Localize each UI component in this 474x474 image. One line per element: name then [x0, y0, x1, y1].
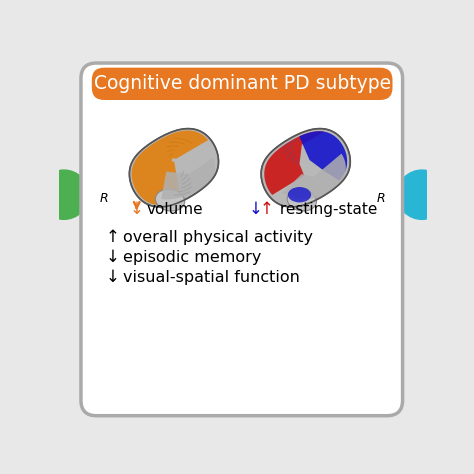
Polygon shape: [282, 154, 346, 199]
Text: R: R: [376, 192, 385, 205]
Ellipse shape: [288, 187, 311, 202]
Text: overall physical activity: overall physical activity: [123, 229, 313, 245]
Circle shape: [397, 170, 447, 219]
Polygon shape: [261, 128, 350, 207]
Text: ↓: ↓: [130, 201, 144, 219]
Text: episodic memory: episodic memory: [123, 250, 261, 264]
Polygon shape: [129, 128, 219, 207]
Text: R: R: [100, 192, 109, 205]
Text: visual-spatial function: visual-spatial function: [123, 270, 300, 284]
Text: ↑: ↑: [259, 201, 273, 219]
Ellipse shape: [155, 189, 185, 211]
Polygon shape: [161, 157, 215, 200]
FancyBboxPatch shape: [81, 63, 402, 416]
Text: volume: volume: [146, 202, 203, 217]
Text: resting-state: resting-state: [275, 202, 377, 217]
Polygon shape: [264, 131, 325, 195]
FancyBboxPatch shape: [92, 68, 392, 100]
Polygon shape: [132, 130, 208, 205]
Polygon shape: [299, 131, 347, 181]
Ellipse shape: [287, 189, 317, 211]
Text: ↓: ↓: [248, 201, 262, 219]
Text: ↓: ↓: [106, 268, 119, 286]
Text: Cognitive dominant PD subtype: Cognitive dominant PD subtype: [93, 74, 391, 93]
Text: ↓: ↓: [106, 248, 119, 266]
Circle shape: [39, 170, 89, 219]
Text: ↑: ↑: [106, 228, 119, 246]
